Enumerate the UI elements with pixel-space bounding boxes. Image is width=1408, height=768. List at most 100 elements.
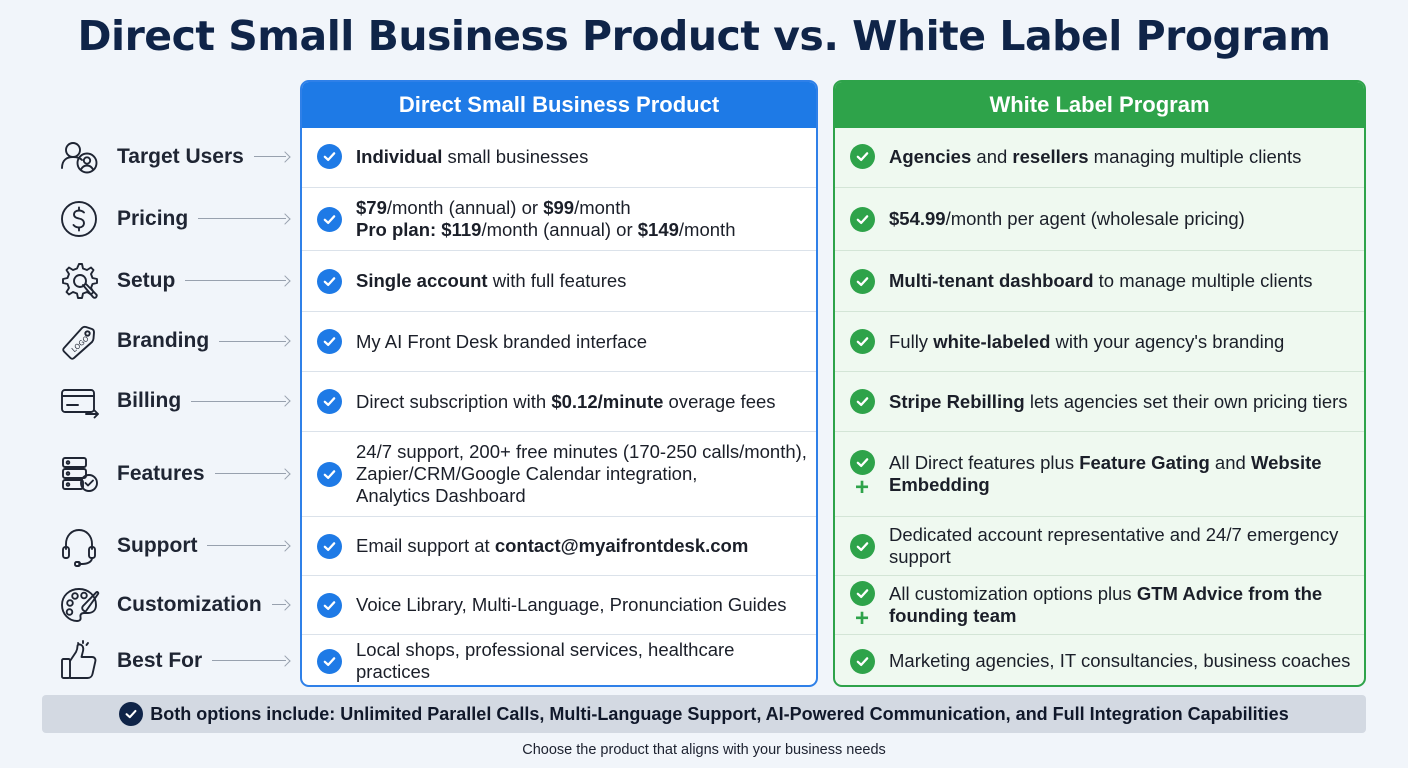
check-icon xyxy=(316,592,342,618)
cell-icons xyxy=(835,533,889,559)
direct-cell: Email support at contact@myaifrontdesk.c… xyxy=(302,516,816,575)
text-line: Local shops, professional services, heal… xyxy=(356,639,808,683)
direct-cell: Individual small businesses xyxy=(302,126,816,187)
arrow-right-icon xyxy=(253,150,291,163)
text-segment: and xyxy=(971,145,1013,167)
white-label-cell: + All customization options plus GTM Advi… xyxy=(835,575,1364,634)
thumbs-up-icon xyxy=(56,638,102,684)
row-label-target-users: Target Users xyxy=(56,134,296,180)
text-line: Single account with full features xyxy=(356,270,808,292)
direct-cell: Voice Library, Multi-Language, Pronuncia… xyxy=(302,575,816,634)
white-label-cell-text: Dedicated account representative and 24/… xyxy=(889,524,1364,568)
text-segment: All customization options plus xyxy=(889,583,1137,604)
white-label-cell: Agencies and resellers managing multiple… xyxy=(835,126,1364,187)
white-label-cell: + All Direct features plus Feature Gating… xyxy=(835,431,1364,516)
cell-icons xyxy=(835,329,889,354)
cell-icons xyxy=(302,206,356,232)
arrow-right-icon xyxy=(271,598,291,611)
dollar-icon xyxy=(56,196,102,242)
direct-cell-text: Single account with full features xyxy=(356,270,816,292)
text-line: Direct subscription with $0.12/minute ov… xyxy=(356,391,808,413)
row-labels: Target Users Pricing Setup LOGO Branding Bill… xyxy=(0,0,300,768)
text-segment: /month xyxy=(574,197,631,218)
arrow-right-icon xyxy=(214,467,291,480)
text-segment: support xyxy=(889,546,951,567)
text-line: Dedicated account representative and 24/… xyxy=(889,524,1356,546)
row-label-text: Pricing xyxy=(117,206,189,230)
direct-product-header: Direct Small Business Product xyxy=(302,82,816,128)
cell-icons xyxy=(302,144,356,169)
text-segment: Stripe Rebilling xyxy=(889,390,1025,412)
text-segment: to manage multiple clients xyxy=(1093,270,1313,291)
white-label-cell-text: Marketing agencies, IT consultancies, bu… xyxy=(889,650,1364,672)
direct-cell-text: Voice Library, Multi-Language, Pronuncia… xyxy=(356,594,816,616)
text-segment: and xyxy=(1209,452,1251,473)
arrow-right-icon xyxy=(191,395,291,407)
text-segment: Email support at xyxy=(356,535,495,556)
text-segment: GTM Advice from the xyxy=(1136,583,1323,604)
text-line: My AI Front Desk branded interface xyxy=(356,331,808,353)
text-line: 24/7 support, 200+ free minutes (170-250… xyxy=(356,441,808,463)
row-label-text: Support xyxy=(117,533,198,557)
white-label-cell-text: Multi-tenant dashboard to manage multipl… xyxy=(889,270,1364,292)
white-label-cell: Stripe Rebilling lets agencies set their… xyxy=(835,371,1364,431)
white-label-cell: Dedicated account representative and 24/… xyxy=(835,516,1364,575)
white-label-cell: Marketing agencies, IT consultancies, bu… xyxy=(835,634,1364,685)
direct-cell: My AI Front Desk branded interface xyxy=(302,311,816,371)
plus-icon: + xyxy=(854,604,869,632)
check-icon xyxy=(849,144,875,169)
check-icon xyxy=(849,329,875,354)
cell-icons: + xyxy=(835,449,889,501)
cell-icons xyxy=(302,592,356,618)
text-line: Embedding xyxy=(889,474,1356,496)
text-segment: 24/7 support, 200+ free minutes (170-250… xyxy=(356,441,807,462)
check-icon xyxy=(849,389,875,414)
text-segment: $54.99 xyxy=(889,208,946,229)
check-icon xyxy=(316,533,342,559)
server-check-icon xyxy=(56,451,102,497)
gear-wrench-icon xyxy=(56,258,102,304)
text-segment: white-labeled xyxy=(933,330,1051,352)
row-label-text: Best For xyxy=(117,648,203,672)
text-segment: Dedicated account representative and 24/… xyxy=(889,524,1339,545)
direct-cell-text: Direct subscription with $0.12/minute ov… xyxy=(356,391,816,413)
cell-icons xyxy=(302,461,356,487)
white-label-panel: White Label Program Agencies and reselle… xyxy=(833,80,1366,687)
cell-icons xyxy=(835,268,889,294)
text-line: founding team xyxy=(889,605,1356,627)
text-segment: Analytics Dashboard xyxy=(356,485,526,506)
plus-icon: + xyxy=(854,473,869,501)
direct-cell: Direct subscription with $0.12/minute ov… xyxy=(302,371,816,431)
check-icon xyxy=(849,533,875,559)
direct-cell-text: 24/7 support, 200+ free minutes (170-250… xyxy=(356,441,816,507)
check-icon xyxy=(849,580,875,606)
direct-cell-text: My AI Front Desk branded interface xyxy=(356,331,816,353)
text-segment: My AI Front Desk branded interface xyxy=(356,330,647,352)
arrow-right-icon xyxy=(212,654,291,667)
text-segment: Voice Library, Multi-Language, Pronuncia… xyxy=(356,594,787,615)
white-label-cell-text: All customization options plus GTM Advic… xyxy=(889,583,1364,627)
text-segment: $0.12/minute xyxy=(551,390,664,412)
logo-tag-icon: LOGO xyxy=(56,318,102,364)
row-label-text: Billing xyxy=(117,389,182,412)
text-line: $79/month (annual) or $99/month xyxy=(356,197,808,219)
cell-icons xyxy=(835,648,889,674)
row-label-pricing: Pricing xyxy=(56,196,296,242)
white-label-cell-text: All Direct features plus Feature Gating … xyxy=(889,452,1364,496)
text-line: Individual small businesses xyxy=(356,146,808,168)
text-line: Voice Library, Multi-Language, Pronuncia… xyxy=(356,594,808,616)
text-segment: with your agency's branding xyxy=(1050,330,1285,352)
text-segment: Embedding xyxy=(889,474,990,495)
text-segment: /month (annual) or xyxy=(481,219,638,240)
white-label-header: White Label Program xyxy=(835,82,1364,128)
text-segment: Website xyxy=(1250,452,1322,473)
row-label-features: Features xyxy=(56,451,296,497)
cell-icons xyxy=(835,144,889,169)
direct-cell: Single account with full features xyxy=(302,250,816,311)
credit-card-icon xyxy=(56,378,102,424)
text-line: Multi-tenant dashboard to manage multipl… xyxy=(889,270,1356,292)
text-segment: Individual xyxy=(356,145,443,167)
page-title: Direct Small Business Product vs. White … xyxy=(77,12,1331,60)
text-segment: Marketing agencies, IT consultancies, bu… xyxy=(889,650,1351,671)
text-segment: managing multiple clients xyxy=(1088,145,1302,167)
